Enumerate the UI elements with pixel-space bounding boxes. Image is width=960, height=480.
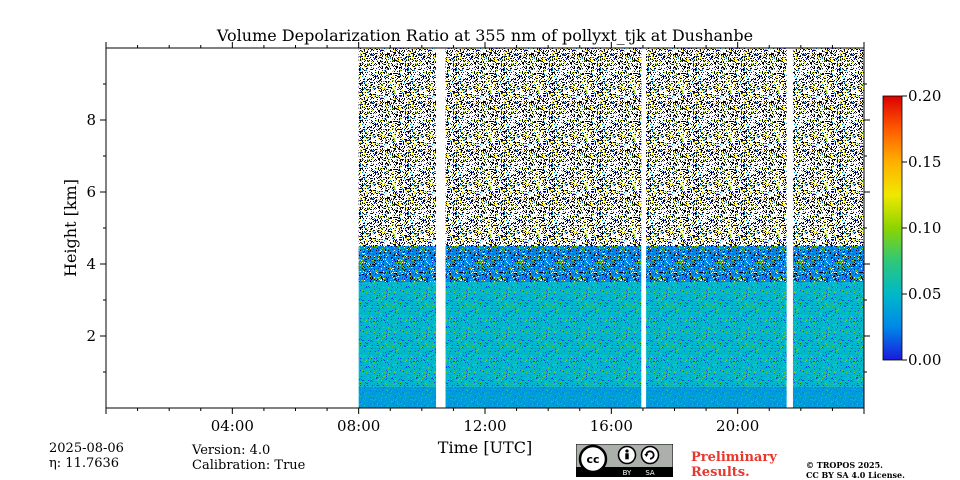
- x-tick-label: 20:00: [716, 417, 759, 435]
- y-tick-label: 4: [86, 255, 96, 273]
- layer-cell: [445, 386, 642, 408]
- svg-text:cc: cc: [586, 453, 599, 466]
- data-segment: [358, 48, 437, 408]
- x-tick-label: 04:00: [211, 417, 254, 435]
- preliminary-line1: Preliminary: [691, 450, 777, 465]
- colorbar: 0.00 0.05 0.10 0.15 0.20: [882, 87, 941, 369]
- share-alike-icon: [640, 445, 660, 465]
- version-info: Version: 4.0 Calibration: True: [192, 443, 305, 473]
- copyright-line1: © TROPOS 2025.: [806, 460, 883, 470]
- layer-cell: [445, 282, 642, 387]
- x-tick-label: 16:00: [590, 417, 633, 435]
- layer-cell: [792, 246, 864, 282]
- layer-cell: [646, 386, 787, 408]
- layer-cell: [358, 246, 437, 282]
- badge-by-label: BY: [623, 469, 632, 477]
- layer-cell: [792, 282, 864, 387]
- calibration-label: Calibration: True: [192, 458, 306, 473]
- colorbar-tick-label: 0.15: [908, 153, 941, 171]
- copyright-line2: CC BY SA 4.0 License.: [806, 470, 905, 480]
- x-axis-label: Time [UTC]: [438, 438, 532, 457]
- layer-cell: [358, 282, 437, 387]
- y-axis: 2 4 6 8: [86, 83, 870, 373]
- version-label: Version: 4.0: [192, 443, 271, 458]
- data-segments: [358, 48, 864, 408]
- x-axis: 04:00 08:00 12:00 16:00 20:00: [105, 42, 865, 435]
- layer-cell: [358, 386, 437, 408]
- y-tick-label: 8: [86, 111, 96, 129]
- layer-cell: [792, 386, 864, 408]
- preliminary-notice: Preliminary Results.: [691, 450, 777, 480]
- date-label: 2025-08-06: [49, 441, 124, 456]
- plot-area: 04:00 08:00 12:00 16:00 20:00 2 4 6 8: [86, 42, 870, 435]
- colorbar-tick-label: 0.20: [908, 87, 941, 105]
- attribution-icon: [617, 445, 637, 465]
- layer-cell: [646, 246, 787, 282]
- data-segment: [792, 48, 864, 408]
- y-axis-label: Height [km]: [61, 179, 80, 277]
- data-segment: [445, 48, 642, 408]
- cc-license-badge: cc BY SA: [576, 444, 673, 477]
- chart-title: Volume Depolarization Ratio at 355 nm of…: [216, 26, 753, 45]
- colorbar-ticks: 0.00 0.05 0.10 0.15 0.20: [902, 87, 941, 369]
- x-tick-label: 08:00: [337, 417, 380, 435]
- date-info: 2025-08-06 η: 11.7636: [49, 441, 124, 471]
- cc-icon: cc: [578, 444, 608, 474]
- y-tick-label: 2: [86, 327, 96, 345]
- badge-sa-label: SA: [645, 469, 655, 477]
- layer-cell: [792, 48, 864, 246]
- layer-cell: [358, 48, 437, 246]
- layer-cell: [646, 48, 787, 246]
- colorbar-tick-label: 0.05: [908, 285, 941, 303]
- preliminary-line2: Results.: [691, 465, 750, 480]
- layer-cell: [646, 282, 787, 387]
- y-tick-label: 6: [86, 183, 96, 201]
- layer-cell: [445, 246, 642, 282]
- colorbar-tick-label: 0.00: [908, 351, 941, 369]
- layer-cell: [445, 48, 642, 246]
- x-tick-label: 12:00: [463, 417, 506, 435]
- copyright-notice: © TROPOS 2025. CC BY SA 4.0 License.: [806, 460, 905, 480]
- eta-label: η: 11.7636: [49, 456, 120, 471]
- colorbar-scale: [882, 95, 903, 361]
- data-segment: [646, 48, 787, 408]
- colorbar-tick-label: 0.10: [908, 219, 941, 237]
